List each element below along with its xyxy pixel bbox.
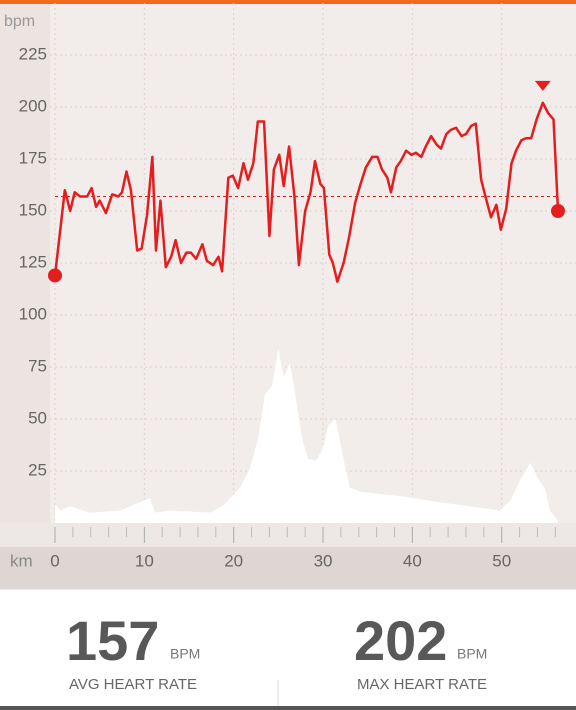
avg-unit: BPM bbox=[170, 646, 200, 662]
y-tick-label: 25 bbox=[28, 460, 47, 479]
x-tick-label: 0 bbox=[50, 551, 59, 570]
x-tick-label: 50 bbox=[492, 551, 511, 570]
top-bar bbox=[0, 0, 576, 4]
y-tick-label: 125 bbox=[19, 252, 47, 271]
max-value: 202 bbox=[354, 609, 447, 672]
axis-column bbox=[0, 0, 50, 523]
max-marker bbox=[534, 80, 551, 91]
x-tick-label: 10 bbox=[135, 551, 154, 570]
bottom-bar bbox=[0, 706, 576, 710]
tick-band bbox=[0, 523, 576, 547]
y-tick-label: 50 bbox=[28, 408, 47, 427]
y-tick-label: 100 bbox=[19, 304, 47, 323]
y-tick-label: 225 bbox=[19, 44, 47, 63]
plot: 25 50 75 100 125 150 175 200 225 0 10 20 30 40 50 bbox=[19, 3, 576, 570]
heart-rate-line bbox=[53, 101, 560, 283]
avg-label: AVG HEART RATE bbox=[69, 676, 197, 693]
x-tick-label: 20 bbox=[224, 551, 243, 570]
max-unit: BPM bbox=[457, 646, 487, 662]
x-tick-label: 40 bbox=[403, 551, 422, 570]
avg-value: 157 bbox=[66, 609, 159, 672]
x-axis-label: km bbox=[10, 551, 33, 570]
max-label: MAX HEART RATE bbox=[357, 676, 487, 693]
y-tick-label: 150 bbox=[19, 200, 47, 219]
label-band bbox=[0, 547, 576, 589]
end-dot bbox=[551, 204, 565, 218]
end-dot bbox=[48, 268, 62, 283]
y-tick-label: 75 bbox=[28, 356, 47, 375]
x-tick-label: 30 bbox=[314, 551, 333, 570]
y-axis-label: bpm bbox=[4, 13, 35, 30]
y-tick-label: 200 bbox=[19, 96, 47, 115]
y-tick-label: 175 bbox=[19, 148, 47, 167]
elevation-area bbox=[55, 348, 558, 523]
